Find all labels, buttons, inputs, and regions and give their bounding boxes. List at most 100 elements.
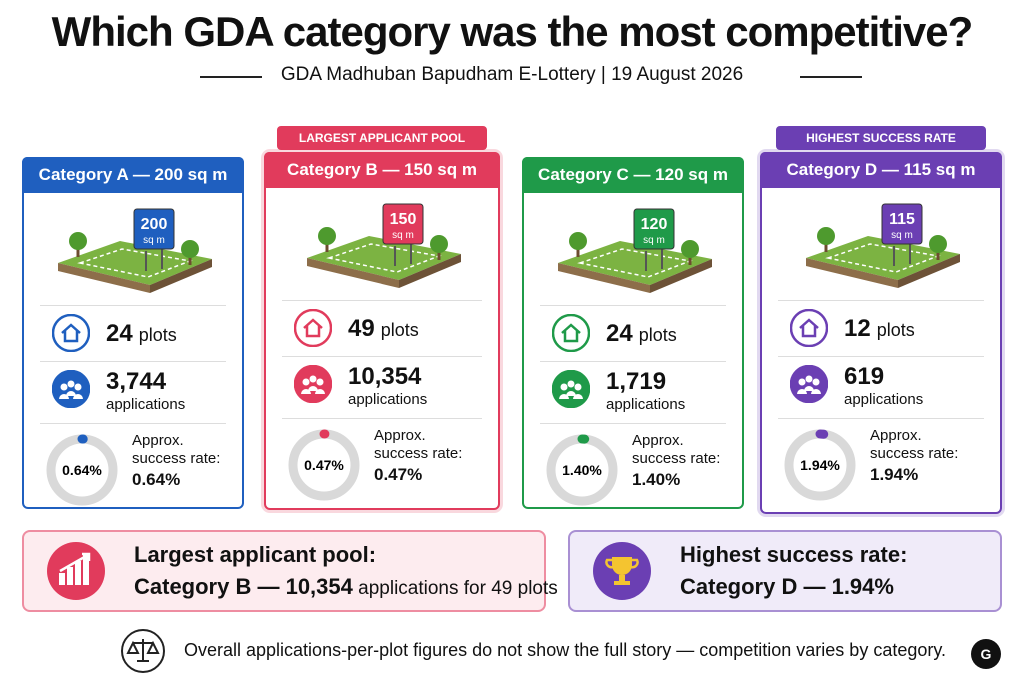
land-side	[58, 263, 150, 293]
land-side	[558, 263, 650, 293]
rate-caption: Approx. success rate:	[374, 427, 463, 462]
gauge: 1.40%	[546, 434, 618, 506]
icon-circle	[790, 309, 828, 347]
applications-count: 10,354	[348, 363, 422, 390]
plots-row: 12 plots	[778, 300, 984, 357]
person	[567, 380, 575, 388]
scale-icon	[121, 629, 165, 673]
trophy-handles	[605, 558, 639, 569]
sign	[382, 203, 424, 245]
trunk	[576, 245, 580, 257]
applications-count: 3,744	[106, 368, 167, 395]
house	[799, 318, 819, 338]
house	[303, 318, 323, 338]
trunk	[325, 240, 329, 252]
card-header: Category C — 120 sq m	[522, 157, 744, 193]
callout-line: Category D — 1.94%	[680, 574, 894, 600]
sign-unit: sq m	[392, 230, 414, 241]
tree	[430, 235, 448, 253]
gauge-arc	[784, 429, 856, 501]
rate-row: 0.47% Approx. success rate: 0.47%	[282, 418, 482, 501]
callout-highlight: Category B — 10,354	[134, 574, 353, 599]
card: Category C — 120 sq m 120 sq m 24 plots 1,719…	[522, 157, 744, 509]
rate-row: 0.64% Approx. success rate: 0.64%	[40, 423, 226, 506]
title: Which GDA category was the most competit…	[51, 8, 974, 55]
rule	[800, 76, 862, 78]
applications-unit: applications	[606, 396, 686, 413]
icon	[52, 314, 90, 352]
sign	[881, 203, 923, 245]
land-side	[399, 254, 461, 288]
trunk	[824, 240, 828, 252]
svg-text:G: G	[981, 646, 992, 662]
land-side	[650, 259, 712, 293]
person	[60, 383, 68, 391]
sign-size: 115	[889, 211, 915, 228]
logo: G	[971, 639, 1001, 669]
gauge-label: 1.94%	[800, 457, 840, 473]
icon-arrow	[59, 552, 91, 573]
tree	[817, 227, 835, 245]
person	[798, 378, 806, 386]
sign-unit: sq m	[891, 230, 913, 241]
plots-unit: plots	[638, 325, 677, 345]
icon-bar	[67, 567, 73, 585]
trophy	[612, 557, 632, 585]
sign-unit: sq m	[143, 235, 165, 246]
icon-circle	[552, 370, 590, 408]
icon-bar	[83, 555, 89, 585]
gauge-label: 1.40%	[562, 462, 602, 478]
card: Category D — 115 sq m 115 sq m 12 plots 619 ap…	[760, 152, 1002, 514]
person	[315, 389, 325, 394]
plots-row: 24 plots	[540, 305, 726, 362]
person	[804, 386, 814, 391]
gauge: 0.64%	[46, 434, 118, 506]
person	[812, 378, 820, 386]
sign-size: 120	[641, 216, 668, 233]
gauge-arc	[288, 429, 360, 501]
icon-circle	[790, 365, 828, 403]
tree	[69, 232, 87, 250]
tree	[681, 240, 699, 258]
card-header: Category A — 200 sq m	[22, 157, 244, 193]
plots-count: 24	[606, 320, 633, 347]
plot-illustration: 150 sq m	[307, 203, 461, 288]
land-side	[150, 259, 212, 293]
badge: LARGEST APPLICANT POOL	[277, 126, 487, 150]
person	[560, 383, 568, 391]
card-header: Category D — 115 sq m	[760, 152, 1002, 188]
house	[61, 323, 81, 343]
icon-circle	[294, 365, 332, 403]
plots-row: 49 plots	[282, 300, 482, 357]
land	[558, 241, 712, 285]
house	[561, 323, 581, 343]
rule	[200, 76, 262, 78]
rate-row: 1.40% Approx. success rate: 1.40%	[540, 423, 726, 506]
rate-value: 0.47%	[374, 465, 423, 484]
person	[805, 375, 813, 383]
applications-unit: applications	[348, 391, 428, 408]
card-header: Category B — 150 sq m	[264, 152, 500, 188]
trunk	[76, 245, 80, 257]
person	[66, 391, 76, 396]
applications-count: 1,719	[606, 368, 667, 395]
rate-value: 0.64%	[132, 470, 181, 489]
callout-icon	[593, 542, 651, 600]
land	[806, 236, 960, 280]
gauge-arc	[46, 434, 118, 506]
callout-detail: applications for 49 plots	[352, 578, 558, 599]
sign-size: 150	[390, 211, 417, 228]
land-side	[307, 258, 399, 288]
trunk	[437, 248, 441, 260]
icon-bar	[75, 561, 81, 585]
icon	[790, 365, 828, 403]
sign-unit: sq m	[643, 235, 665, 246]
gauge: 0.47%	[288, 429, 360, 501]
icon-bar	[59, 573, 65, 585]
icon-circle	[52, 370, 90, 408]
plots: 49 plots	[348, 315, 419, 343]
person	[573, 394, 583, 399]
gauge: 1.94%	[784, 429, 856, 501]
person	[811, 389, 821, 394]
icon	[790, 309, 828, 347]
